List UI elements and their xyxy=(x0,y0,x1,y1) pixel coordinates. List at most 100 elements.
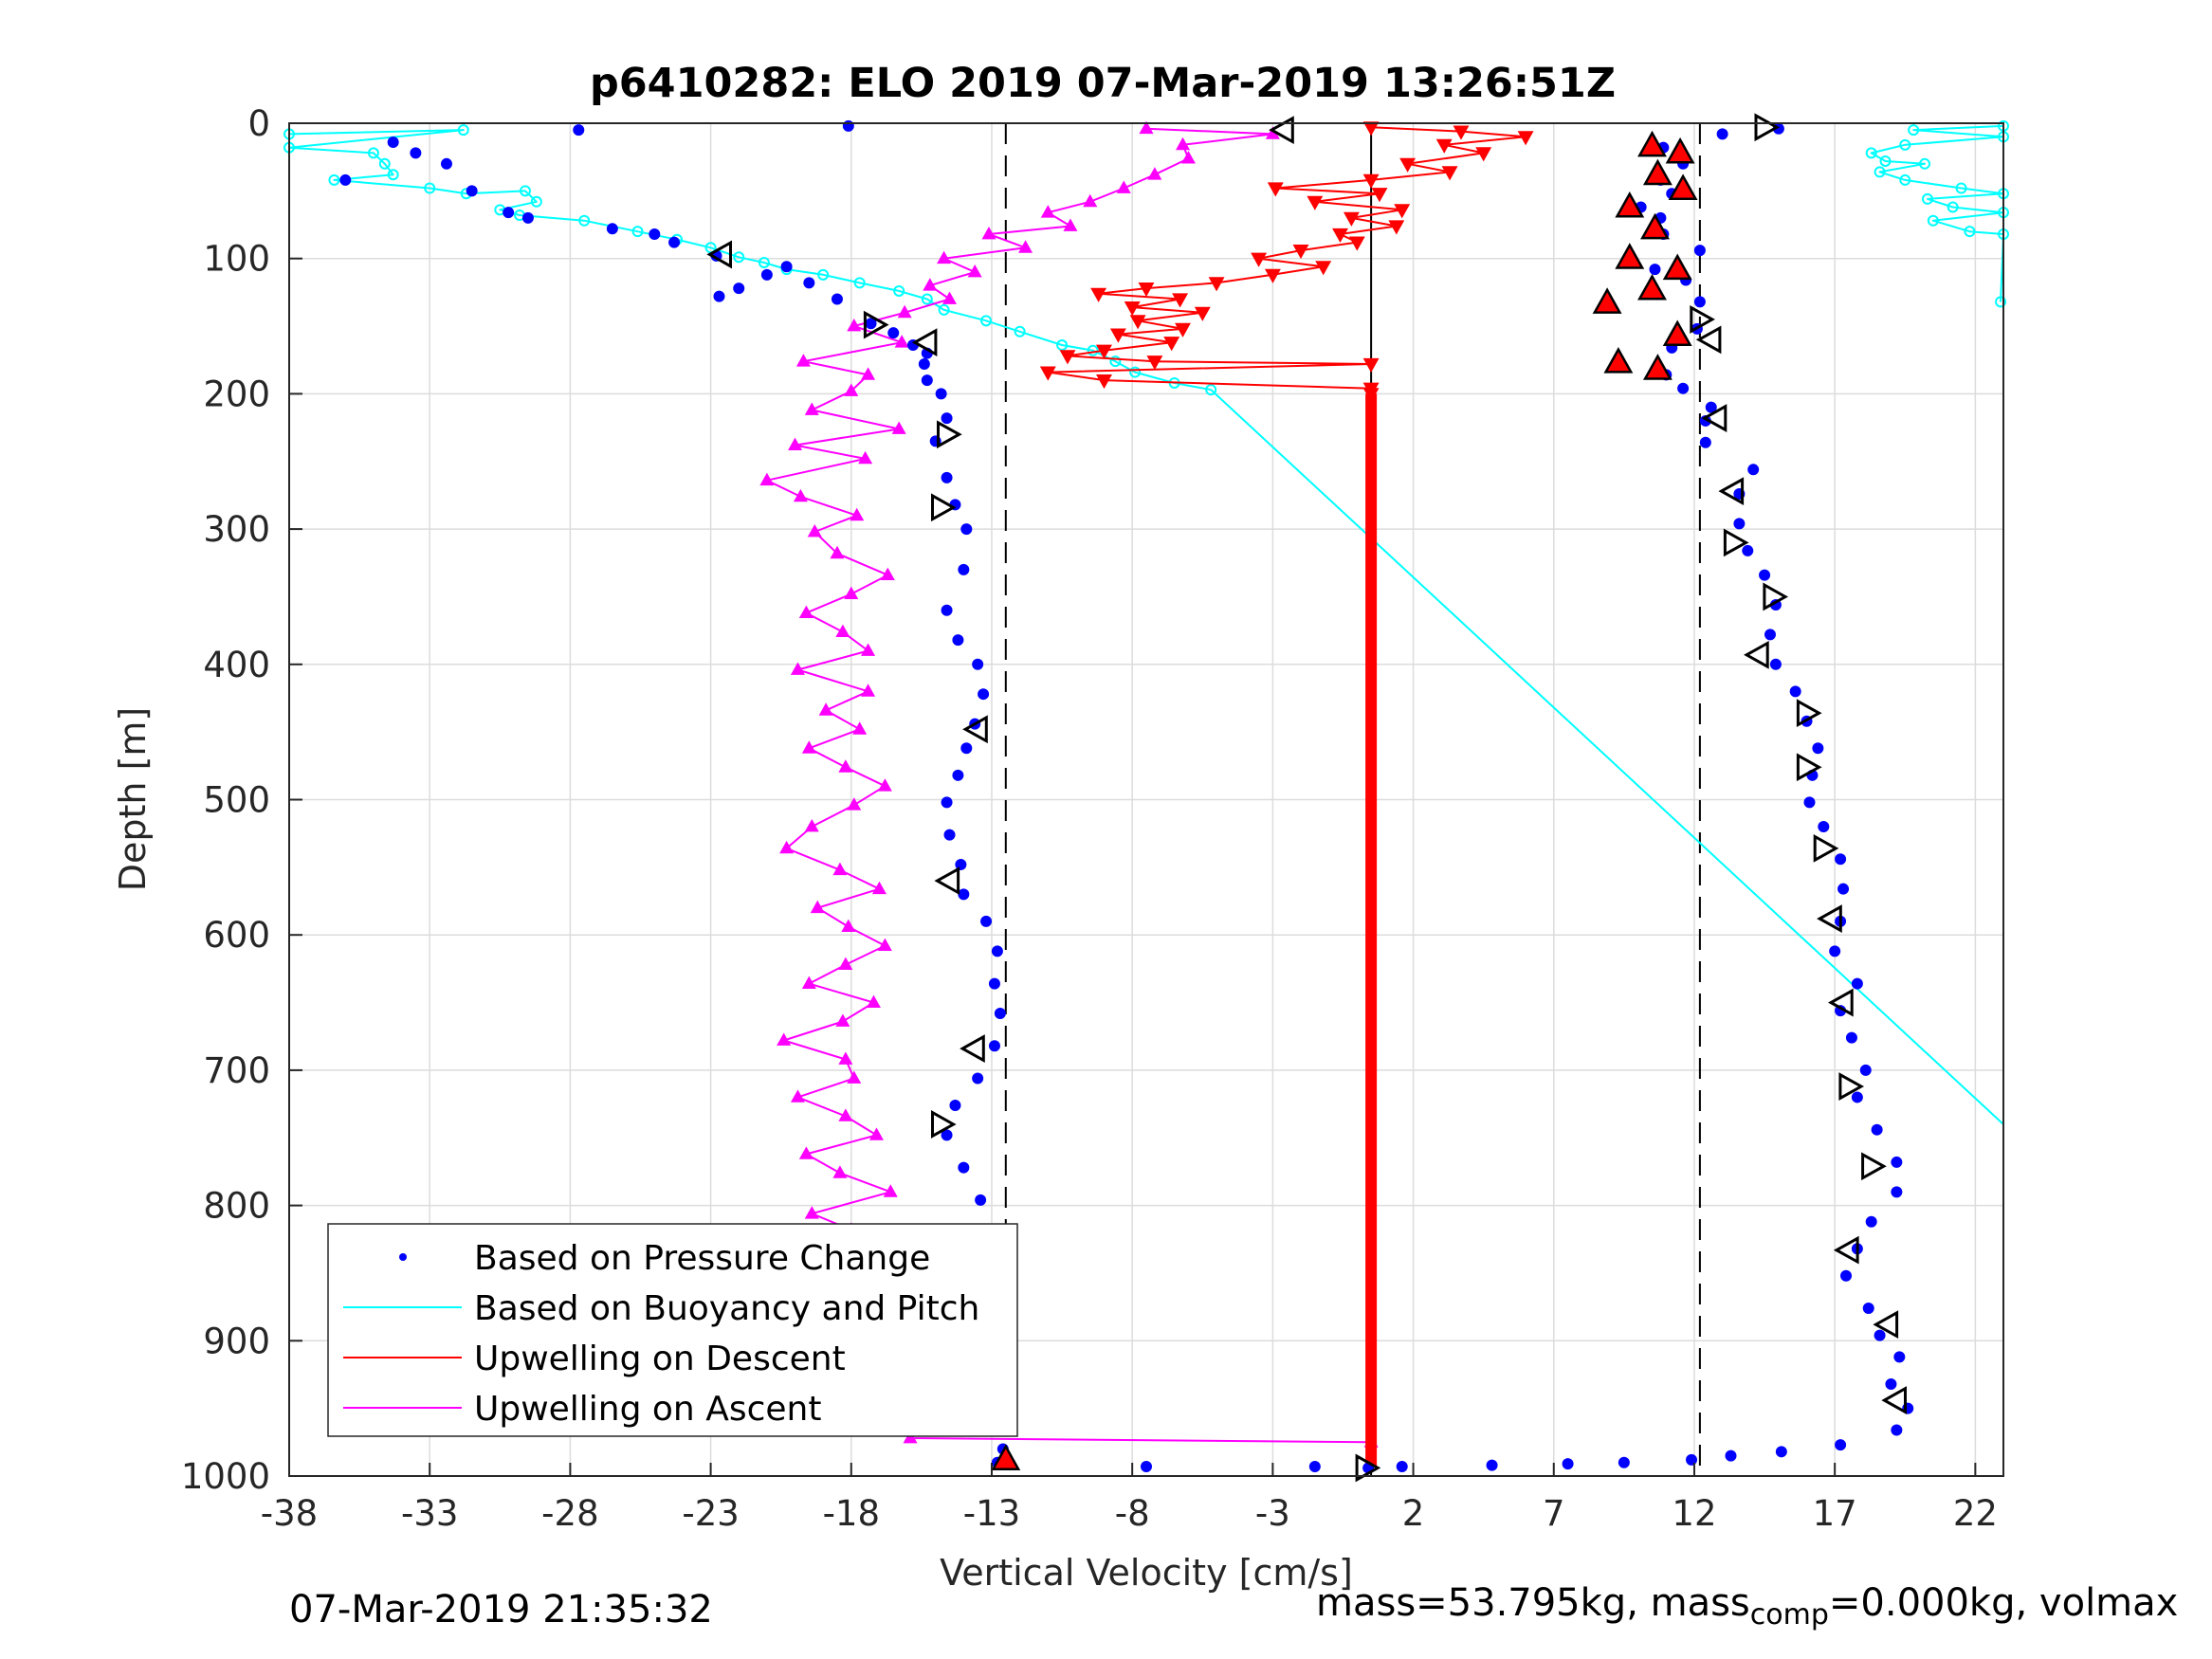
filled-triangle-marker xyxy=(1615,191,1645,218)
descent-upwelling-point xyxy=(1362,121,1380,137)
descent-upwelling-point xyxy=(1163,337,1180,352)
ascent-upwelling-point xyxy=(1083,193,1098,208)
buoyancy-point xyxy=(1927,214,1939,227)
y-tick-label: 300 xyxy=(203,509,270,550)
pressure-point xyxy=(1891,1156,1903,1168)
ascent-upwelling-point xyxy=(942,291,958,304)
descent-upwelling-point xyxy=(1441,166,1458,181)
ascent-upwelling-point xyxy=(861,367,876,380)
pressure-point xyxy=(1840,1269,1853,1282)
pressure-point xyxy=(972,1072,984,1085)
buoyancy-point xyxy=(1014,325,1026,337)
ascent-upwelling-point xyxy=(838,759,853,773)
ascent-upwelling-point xyxy=(1018,240,1033,253)
filled-triangle-marker xyxy=(991,1444,1021,1470)
open-triangle-marker xyxy=(934,866,960,896)
ascent-upwelling-point xyxy=(967,264,982,278)
buoyancy-point xyxy=(424,182,436,194)
pressure-point xyxy=(410,147,422,159)
x-tick-label: -33 xyxy=(401,1493,458,1534)
ascent-upwelling-point xyxy=(835,1013,850,1027)
open-triangle-marker xyxy=(1881,1386,1907,1414)
ascent-upwelling-point xyxy=(871,881,887,895)
y-tick-label: 600 xyxy=(203,915,270,956)
pressure-point xyxy=(573,124,585,137)
ascent-upwelling-point xyxy=(877,938,892,951)
descent-upwelling-point xyxy=(1343,211,1360,227)
pressure-point xyxy=(1486,1459,1498,1471)
descent-upwelling-point xyxy=(1194,306,1211,321)
pressure-point xyxy=(1851,977,1863,990)
pressure-point xyxy=(994,1007,1006,1019)
ascent-upwelling-point xyxy=(847,318,862,332)
pressure-point xyxy=(887,327,900,339)
pressure-point xyxy=(1874,1329,1886,1341)
filled-triangle-marker xyxy=(1662,253,1692,281)
descent-upwelling-point xyxy=(1332,228,1348,244)
open-triangle-marker xyxy=(706,240,732,269)
descent-upwelling-point xyxy=(1039,366,1056,381)
pressure-point xyxy=(1725,1449,1737,1462)
pressure-point xyxy=(1835,853,1847,866)
buoyancy-point xyxy=(1129,366,1142,378)
buoyancy-point xyxy=(1964,226,1976,238)
buoyancy-trend-line xyxy=(1210,389,2004,1125)
buoyancy-point xyxy=(938,303,950,316)
ascent-upwelling-point xyxy=(880,567,895,580)
buoyancy-point xyxy=(921,293,933,305)
buoyancy-point xyxy=(1955,182,1967,194)
footer-mass-info: mass=53.795kg, masscomp=0.000kg, volmax xyxy=(1316,1581,2178,1632)
ascent-upwelling-point xyxy=(777,1032,792,1046)
open-triangle-marker xyxy=(1690,305,1715,334)
buoyancy-series-line xyxy=(288,129,1212,392)
descent-upwelling-point xyxy=(1362,357,1380,374)
pressure-point xyxy=(941,412,953,425)
pressure-point xyxy=(1693,296,1706,308)
pressure-point xyxy=(960,523,973,536)
pressure-point xyxy=(988,977,1000,990)
ascent-upwelling-point xyxy=(894,335,909,348)
pressure-point xyxy=(1747,464,1760,476)
pressure-point xyxy=(1851,1091,1863,1103)
ascent-upwelling-point xyxy=(847,1070,862,1084)
descent-upwelling-point xyxy=(1124,301,1141,317)
open-triangle-marker xyxy=(1718,477,1745,506)
open-triangle-marker xyxy=(1355,1453,1381,1483)
buoyancy-point xyxy=(631,226,644,238)
ascent-upwelling-point xyxy=(1176,137,1191,151)
pressure-point xyxy=(935,388,947,400)
x-tick-label: 12 xyxy=(1672,1493,1716,1534)
buoyancy-point xyxy=(1205,384,1217,396)
ascent-upwelling-point xyxy=(923,278,938,291)
pressure-point xyxy=(387,136,399,148)
ascent-upwelling-point xyxy=(759,472,775,486)
buoyancy-point xyxy=(1908,124,1920,137)
descent-upwelling-point xyxy=(1394,204,1411,219)
open-triangle-marker xyxy=(1701,404,1728,432)
filled-triangle-marker xyxy=(1637,130,1667,157)
pressure-point xyxy=(1885,1377,1897,1390)
ascent-upwelling-point xyxy=(1040,205,1055,218)
ascent-upwelling-point xyxy=(1147,167,1162,180)
buoyancy-point xyxy=(1899,173,1911,186)
open-triangle-marker xyxy=(1695,325,1722,355)
ascent-upwelling-point xyxy=(1180,151,1196,164)
y-tick-label: 100 xyxy=(203,239,270,280)
x-tick-label: -3 xyxy=(1255,1493,1290,1534)
descent-upwelling-point xyxy=(1264,268,1281,283)
pressure-point xyxy=(440,157,452,170)
buoyancy-point xyxy=(1995,296,2007,308)
ascent-upwelling-point xyxy=(981,226,996,240)
descent-upwelling-point xyxy=(1517,131,1534,146)
ascent-upwelling-point xyxy=(793,488,808,502)
pressure-point xyxy=(1308,1461,1321,1473)
pressure-point xyxy=(952,634,964,647)
pressure-point xyxy=(1686,1453,1698,1466)
buoyancy-point xyxy=(367,147,379,159)
buoyancy-point xyxy=(893,284,905,297)
pressure-point xyxy=(1769,658,1782,670)
buoyancy-point xyxy=(578,214,591,227)
pressure-point xyxy=(733,283,745,295)
pressure-point xyxy=(1141,1461,1152,1473)
ascent-upwelling-point xyxy=(858,450,873,465)
